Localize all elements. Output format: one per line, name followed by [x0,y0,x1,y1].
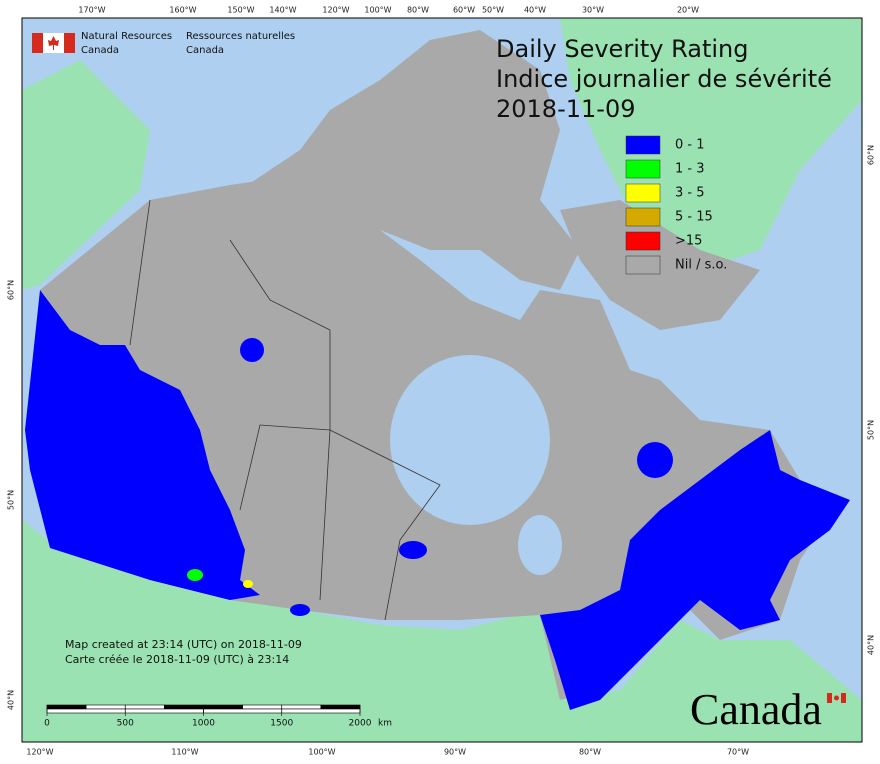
wordmark-flag [841,693,846,703]
note: Map created at 23:14 (UTC) on 2018-11-09 [65,638,302,651]
border [129,199,151,346]
legend-swatch [625,183,661,203]
scale-segment [164,704,204,710]
graticule-label: 60°W [453,6,475,15]
flag-leaf [48,36,59,50]
flag-bar [64,33,75,53]
rating-east [540,430,850,710]
wordmark-flag [827,693,832,703]
graticule-label: 30°W [582,6,604,15]
map-area [22,18,862,742]
rating-patch [290,604,310,616]
border [229,239,331,430]
legend-label: 5 - 15 [675,210,713,225]
graticule-label: 20°W [677,6,699,15]
graticule-label: 150°W [227,6,254,15]
legend-swatch [625,207,661,227]
greenland [560,18,862,270]
scale-label: 1500 [270,719,293,729]
scale-segment [281,704,322,710]
scale-segment [46,704,87,710]
scale-segment [46,708,126,714]
rating-west [25,290,260,600]
canada-wordmark: Canada [690,685,846,734]
title: 2018-11-09 [496,95,635,123]
graticule-label: 100°W [364,6,391,15]
hudson-bay [390,355,550,525]
graticule-label: 40°N [7,690,16,710]
scale-label: 1000 [192,719,215,729]
title: Daily Severity Rating [496,35,748,63]
wordmark: Canada [690,685,822,734]
legend-label: >15 [675,234,702,249]
scale-segment [281,708,361,714]
legend-swatch [625,255,661,275]
james-bay [518,515,562,575]
org-fr: Canada [186,45,224,56]
scale-segment [203,708,283,714]
rating-patch [399,541,427,559]
alaska [22,60,150,290]
graticule-label: 100°W [308,748,335,757]
legend-label: 3 - 5 [675,186,705,201]
border [319,429,331,601]
scale-segment [124,704,165,710]
scale-label: 2000 [349,719,372,729]
borders [129,199,441,621]
graticule-label: 60°N [7,280,16,300]
org-fr: Ressources naturelles [186,31,295,42]
graticule-label: 170°W [78,6,105,15]
graticule-label: 120°W [322,6,349,15]
scale-segment [203,704,243,710]
scale-label: 500 [117,719,134,729]
scale-segment [124,708,204,714]
border [329,429,441,621]
scale-segment [85,704,126,710]
graticule-label: 80°W [579,748,601,757]
rating-patch-yellow [243,580,253,588]
scale-segment [320,704,361,710]
graticule-label: 40°N [867,635,876,655]
map-frame [21,17,863,743]
graticule-label: 50°N [867,420,876,440]
org-en: Natural Resources [81,31,172,42]
legend-label: 0 - 1 [675,138,705,153]
legend-label: 1 - 3 [675,162,705,177]
legend-swatch [625,231,661,251]
legend-swatch [625,135,661,155]
scale-segment [242,704,283,710]
usa [22,520,862,742]
graticule-label: 90°W [444,748,466,757]
graticule-label: 80°W [407,6,429,15]
note: Carte créée le 2018-11-09 (UTC) à 23:14 [65,653,289,666]
arctic-islands [240,30,580,290]
graticule-label: 60°N [867,145,876,165]
graticule-label: 140°W [269,6,296,15]
graticule-label: 120°W [26,748,53,757]
title: Indice journalier de sévérité [496,65,832,93]
scale-unit: km [378,719,392,729]
rating-patch [240,338,264,362]
rating-patch-green [187,569,203,581]
scale-label: 0 [44,719,50,729]
legend-label: Nil / s.o. [675,258,727,273]
graticule-label: 40°W [524,6,546,15]
flag-bar [32,33,43,53]
legend-swatch [625,159,661,179]
org-en: Canada [81,45,119,56]
border [239,424,331,511]
graticule-label: 50°N [7,490,16,510]
graticule-label: 70°W [727,748,749,757]
graticule-label: 50°W [482,6,504,15]
graticule-label: 110°W [171,748,198,757]
nrcan-flag [32,33,75,53]
wordmark-leaf [834,695,839,701]
graticule-label: 160°W [169,6,196,15]
rating-patch [637,442,673,478]
